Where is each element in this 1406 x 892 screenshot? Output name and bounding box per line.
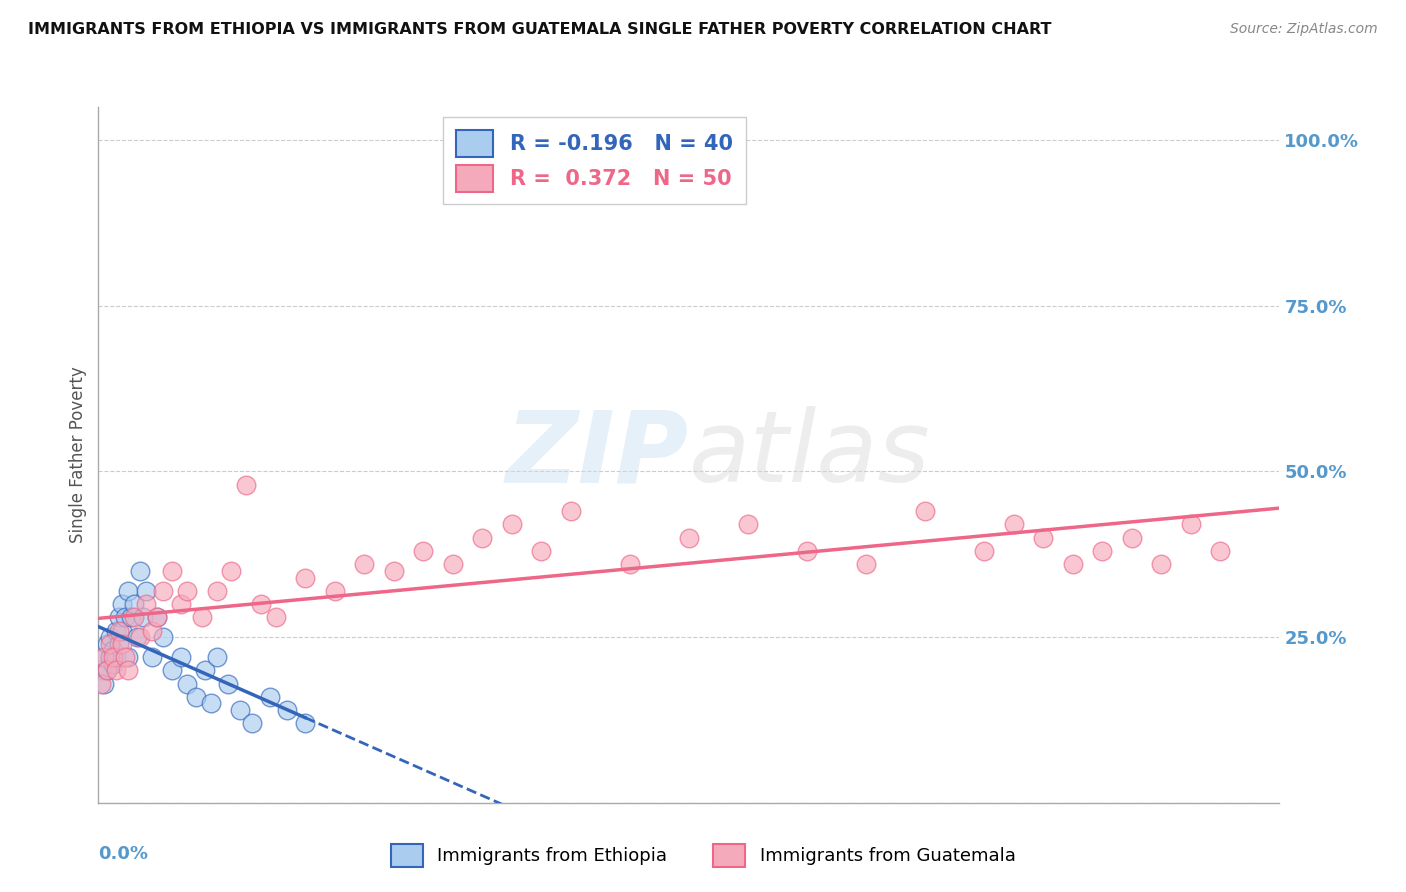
Point: [135, 597, 157, 611]
Point: [108, 624, 131, 638]
Point: [105, 650, 128, 665]
Point: [235, 477, 257, 491]
Point: [117, 663, 139, 677]
Point: [125, 630, 148, 644]
Point: [122, 610, 145, 624]
Point: [93, 676, 115, 690]
Text: 0.0%: 0.0%: [98, 845, 149, 863]
Point: [141, 624, 163, 638]
Point: [103, 657, 125, 671]
Point: [471, 531, 494, 545]
Point: [294, 716, 316, 731]
Point: [90, 663, 112, 677]
Point: [1209, 544, 1232, 558]
Point: [737, 517, 759, 532]
Point: [219, 564, 242, 578]
Point: [1121, 531, 1143, 545]
Point: [441, 558, 464, 572]
Point: [117, 583, 139, 598]
Point: [205, 583, 228, 598]
Text: IMMIGRANTS FROM ETHIOPIA VS IMMIGRANTS FROM GUATEMALA SINGLE FATHER POVERTY CORR: IMMIGRANTS FROM ETHIOPIA VS IMMIGRANTS F…: [28, 22, 1052, 37]
Point: [98, 630, 121, 644]
Point: [103, 643, 125, 657]
Point: [412, 544, 434, 558]
Point: [200, 697, 222, 711]
Point: [152, 583, 174, 598]
Point: [353, 558, 375, 572]
Point: [1150, 558, 1173, 572]
Point: [1180, 517, 1202, 532]
Point: [176, 583, 198, 598]
Point: [259, 690, 281, 704]
Point: [90, 676, 112, 690]
Point: [103, 650, 125, 665]
Point: [194, 663, 217, 677]
Point: [170, 597, 193, 611]
Text: ZIP: ZIP: [506, 407, 689, 503]
Point: [205, 650, 228, 665]
Point: [108, 637, 131, 651]
Point: [250, 597, 273, 611]
Point: [117, 650, 139, 665]
Point: [111, 597, 134, 611]
Point: [146, 610, 169, 624]
Point: [1091, 544, 1114, 558]
Point: [146, 610, 169, 624]
Point: [170, 650, 193, 665]
Point: [105, 663, 128, 677]
Point: [114, 650, 136, 665]
Point: [114, 610, 136, 624]
Point: [1062, 558, 1084, 572]
Point: [855, 558, 877, 572]
Point: [132, 610, 155, 624]
Point: [240, 716, 263, 731]
Point: [108, 610, 131, 624]
Text: atlas: atlas: [689, 407, 931, 503]
Point: [229, 703, 252, 717]
Point: [162, 663, 183, 677]
Point: [111, 637, 134, 651]
Point: [120, 610, 142, 624]
Legend: Immigrants from Ethiopia, Immigrants from Guatemala: Immigrants from Ethiopia, Immigrants fro…: [384, 837, 1022, 874]
Point: [176, 676, 198, 690]
Point: [501, 517, 523, 532]
Point: [162, 564, 183, 578]
Point: [619, 558, 641, 572]
Point: [294, 570, 316, 584]
Point: [914, 504, 936, 518]
Point: [323, 583, 346, 598]
Point: [141, 650, 163, 665]
Point: [135, 583, 157, 598]
Point: [98, 637, 121, 651]
Point: [98, 650, 121, 665]
Text: Source: ZipAtlas.com: Source: ZipAtlas.com: [1230, 22, 1378, 37]
Point: [191, 610, 214, 624]
Point: [122, 597, 145, 611]
Point: [678, 531, 700, 545]
Point: [264, 610, 287, 624]
Point: [128, 564, 150, 578]
Point: [111, 624, 134, 638]
Point: [96, 663, 118, 677]
Y-axis label: Single Father Poverty: Single Father Poverty: [69, 367, 87, 543]
Point: [530, 544, 553, 558]
Point: [152, 630, 174, 644]
Point: [1032, 531, 1054, 545]
Point: [276, 703, 298, 717]
Point: [796, 544, 818, 558]
Point: [1002, 517, 1025, 532]
Point: [217, 676, 239, 690]
Point: [93, 650, 115, 665]
Point: [560, 504, 582, 518]
Point: [93, 650, 115, 665]
Point: [184, 690, 207, 704]
Legend: R = -0.196   N = 40, R =  0.372   N = 50: R = -0.196 N = 40, R = 0.372 N = 50: [443, 118, 745, 204]
Point: [96, 663, 118, 677]
Point: [96, 637, 118, 651]
Point: [382, 564, 405, 578]
Point: [128, 630, 150, 644]
Point: [973, 544, 995, 558]
Point: [105, 624, 128, 638]
